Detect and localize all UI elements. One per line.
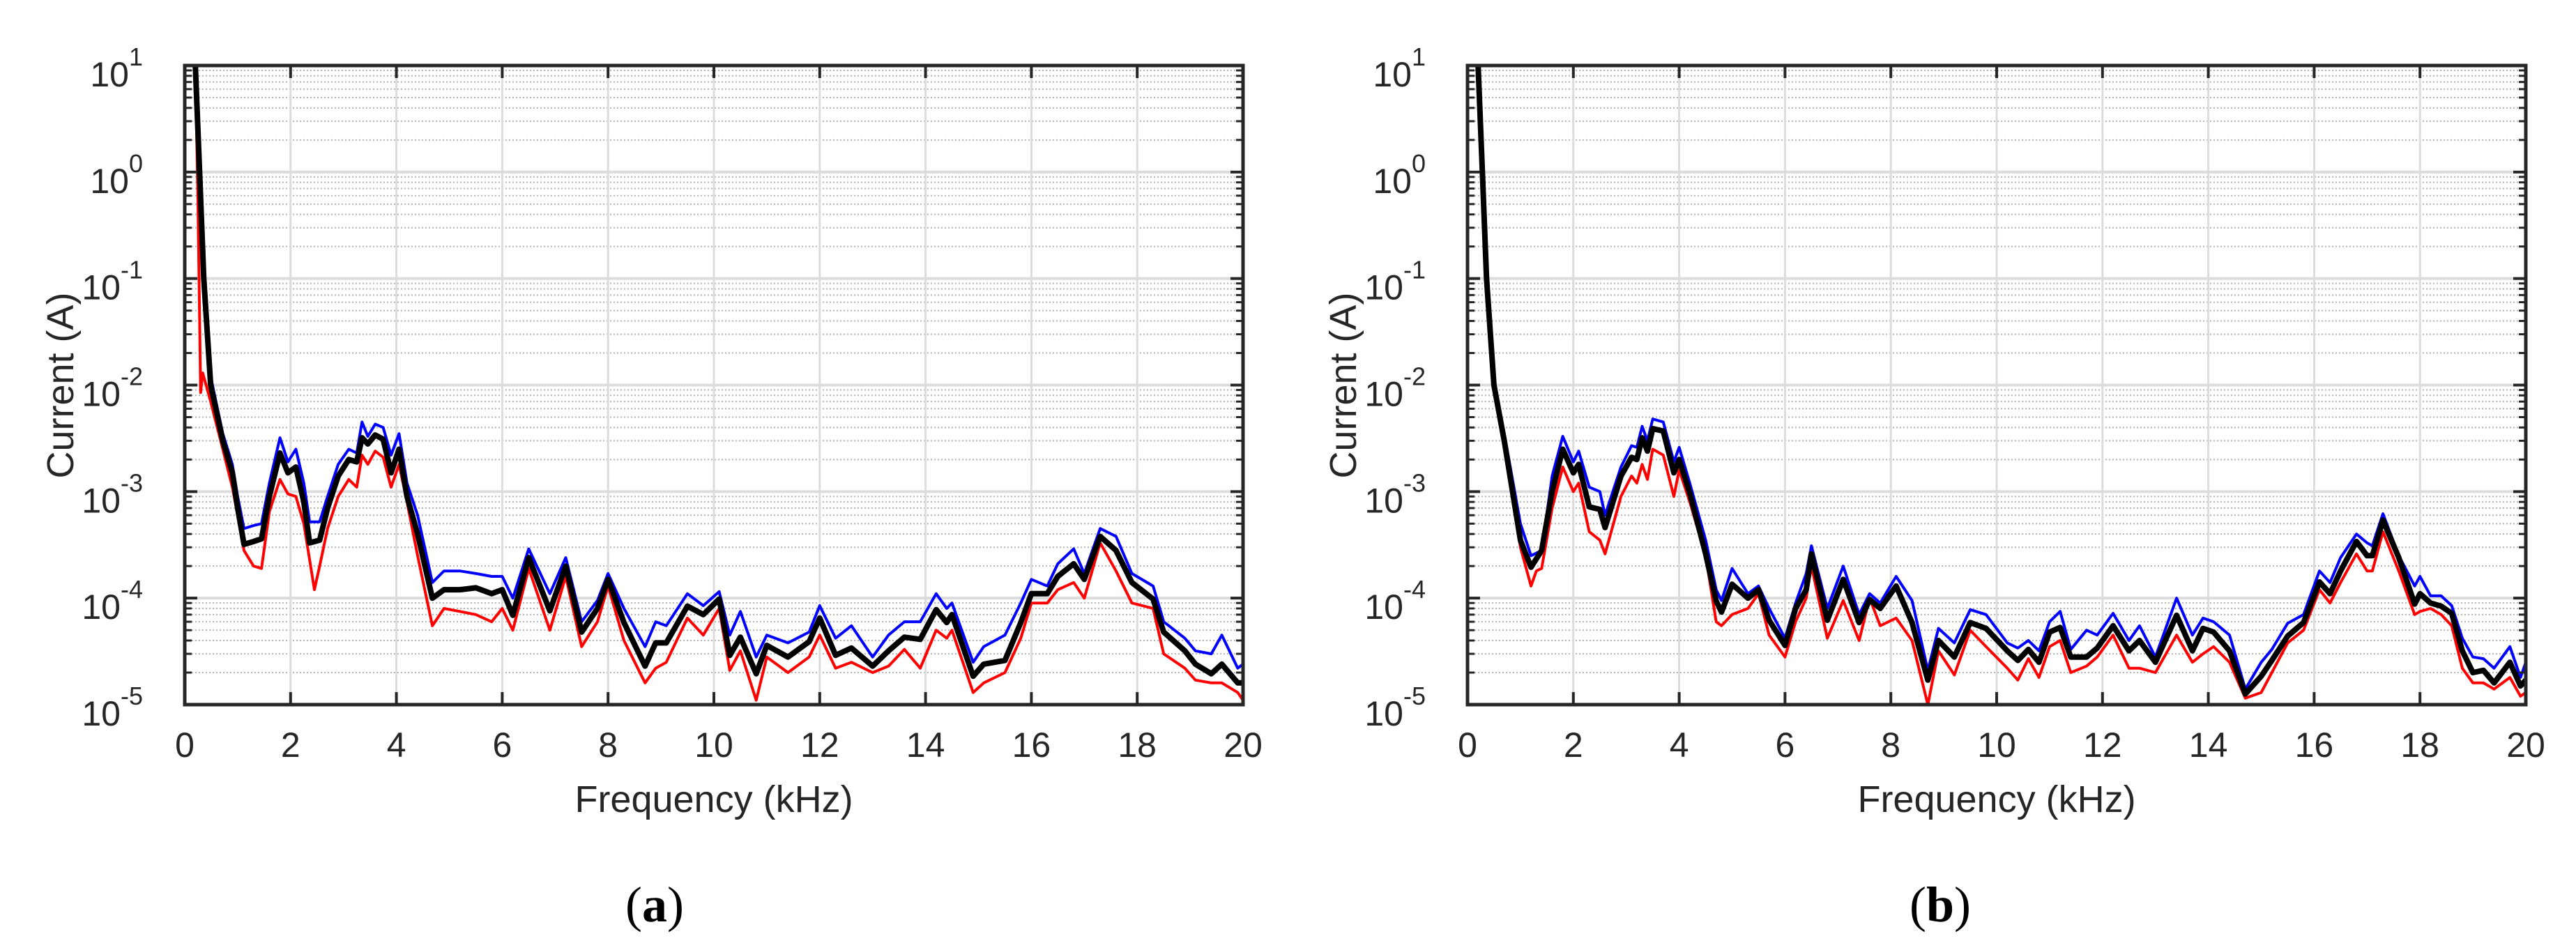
x-tick-label: 20	[2506, 726, 2545, 765]
y-axis-label-b: Current (A)	[1323, 292, 1364, 478]
curves-a	[192, 66, 1243, 702]
x-tick-label: 10	[694, 726, 733, 765]
curves-b	[1475, 66, 2526, 705]
y-tick-label: 10-2	[82, 362, 143, 414]
series-mean	[1475, 66, 2526, 697]
subplot-a: 0 2 4 6 8 10 12 14 16 18 20 10-510-410-310-210-110…	[40, 43, 1263, 933]
x-axis-label-b: Frequency (kHz)	[1857, 779, 2135, 820]
x-tick-label: 2	[281, 726, 300, 765]
x-tick-label: 0	[1458, 726, 1477, 765]
x-tick-label: 6	[1775, 726, 1794, 765]
series-lower	[194, 66, 1243, 702]
subplot-b: 0 2 4 6 8 10 12 14 16 18 20 10-510-410-310-210-110…	[1323, 43, 2545, 933]
y-tick-label: 10-5	[82, 682, 143, 733]
y-tick-label: 101	[90, 43, 143, 94]
y-tick-label: 10-5	[1364, 682, 1426, 733]
series-lower	[1477, 66, 2526, 705]
x-tick-label: 20	[1224, 726, 1263, 765]
x-tick-label: 4	[1670, 726, 1689, 765]
x-tick-label: 8	[1881, 726, 1900, 765]
y-tick-label: 10-4	[1364, 575, 1426, 627]
x-tick-labels-a: 0 2 4 6 8 10 12 14 16 18 20	[175, 726, 1263, 765]
caption-a: (a)	[625, 877, 684, 933]
y-tick-label: 10-3	[1364, 468, 1426, 520]
y-tick-label: 10-3	[82, 468, 143, 520]
y-tick-label: 10-1	[1364, 256, 1426, 307]
axes-b	[1465, 63, 2528, 707]
x-tick-label: 18	[2400, 726, 2439, 765]
x-tick-label: 16	[1012, 726, 1051, 765]
x-axis-label-a: Frequency (kHz)	[574, 779, 853, 820]
series-mean	[192, 66, 1243, 686]
x-tick-label: 6	[492, 726, 512, 765]
y-tick-label: 100	[1373, 149, 1426, 201]
series-upper	[194, 66, 1243, 670]
x-tick-label: 0	[175, 726, 195, 765]
axes-box	[1465, 63, 2528, 707]
axes-box	[183, 63, 1245, 707]
x-tick-label: 14	[906, 726, 945, 765]
y-tick-label: 101	[1373, 43, 1426, 94]
series-upper	[1477, 66, 2526, 691]
x-tick-label: 2	[1564, 726, 1583, 765]
grid-a	[183, 64, 1244, 706]
axes-a	[183, 63, 1245, 707]
x-tick-label: 4	[387, 726, 406, 765]
y-tick-labels-b: 10-5 10-4 10-3 10-2 10-1 100 101	[1364, 43, 1426, 733]
y-axis-label-a: Current (A)	[40, 292, 82, 478]
x-tick-label: 10	[1977, 726, 2016, 765]
y-tick-label: 10-1	[82, 256, 143, 307]
x-tick-label: 12	[800, 726, 839, 765]
x-tick-labels-b: 0 2 4 6 8 10 12 14 16 18 20	[1458, 726, 2545, 765]
y-tick-label: 10-4	[82, 575, 143, 627]
y-tick-labels-a: 10-5 10-4 10-3 10-2 10-1 100 101	[82, 43, 143, 733]
y-tick-label: 100	[90, 149, 143, 201]
x-tick-label: 12	[2083, 726, 2122, 765]
grid-b	[1466, 64, 2527, 706]
caption-b: (b)	[1910, 877, 1971, 933]
x-tick-label: 16	[2295, 726, 2334, 765]
y-tick-label: 10-2	[1364, 362, 1426, 414]
x-tick-label: 14	[2189, 726, 2228, 765]
x-tick-label: 18	[1118, 726, 1157, 765]
x-tick-label: 8	[598, 726, 618, 765]
